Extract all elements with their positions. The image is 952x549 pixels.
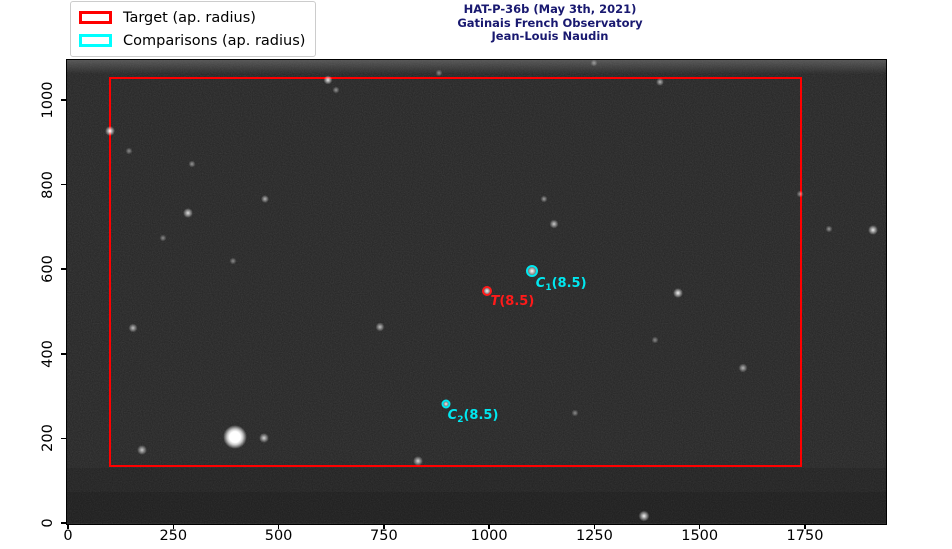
aperture-ring-T bbox=[482, 285, 493, 296]
legend: Target (ap. radius) Comparisons (ap. rad… bbox=[70, 1, 317, 57]
aperture-ring-C1 bbox=[525, 264, 538, 277]
x-tick-label: 500 bbox=[264, 528, 293, 544]
title-line-observatory: Gatinais French Observatory bbox=[457, 15, 643, 30]
x-tick-label: 0 bbox=[63, 528, 73, 544]
x-tick-label: 1000 bbox=[470, 528, 508, 544]
legend-label-target: Target (ap. radius) bbox=[123, 9, 256, 26]
x-tick-label: 1750 bbox=[786, 528, 824, 544]
marker-label-C2: C2(8.5) bbox=[447, 408, 499, 426]
y-tick-label: 400 bbox=[40, 339, 56, 368]
figure-title: HAT-P-36b (May 3th, 2021) Gatinais Frenc… bbox=[457, 2, 643, 44]
x-tick-label: 1250 bbox=[575, 528, 613, 544]
marker-label-T: T(8.5) bbox=[490, 293, 535, 309]
y-tick-label: 0 bbox=[40, 518, 56, 528]
sensor-band bbox=[67, 468, 886, 492]
sensor-noise-texture bbox=[67, 60, 886, 524]
sensor-band bbox=[67, 492, 886, 523]
x-tick-label: 1500 bbox=[681, 528, 719, 544]
y-tick-label: 1000 bbox=[40, 81, 56, 119]
y-tick-label: 800 bbox=[40, 170, 56, 199]
ccd-image: T(8.5) C1(8.5) C2(8.5) bbox=[67, 60, 886, 524]
title-line-object-date: HAT-P-36b (May 3th, 2021) bbox=[463, 2, 637, 16]
ccd-image-plot: T(8.5) C1(8.5) C2(8.5) bbox=[66, 59, 887, 525]
target-aperture-swatch-icon bbox=[79, 11, 112, 24]
comparisons-aperture-swatch-icon bbox=[79, 34, 112, 47]
y-tick-label: 200 bbox=[40, 424, 56, 453]
title-line-observer: Jean-Louis Naudin bbox=[491, 29, 609, 43]
legend-entry-target: Target (ap. radius) bbox=[79, 6, 305, 29]
y-tick-label: 600 bbox=[40, 255, 56, 283]
x-tick-label: 750 bbox=[370, 528, 398, 544]
aperture-ring-C2 bbox=[441, 399, 451, 409]
target-aperture-rect bbox=[109, 76, 802, 467]
sky-glow-band bbox=[67, 60, 886, 74]
marker-label-C1: C1(8.5) bbox=[535, 275, 587, 293]
legend-entry-comparisons: Comparisons (ap. radius) bbox=[79, 29, 305, 52]
x-tick-label: 250 bbox=[159, 528, 188, 544]
legend-label-comparisons: Comparisons (ap. radius) bbox=[123, 32, 306, 49]
